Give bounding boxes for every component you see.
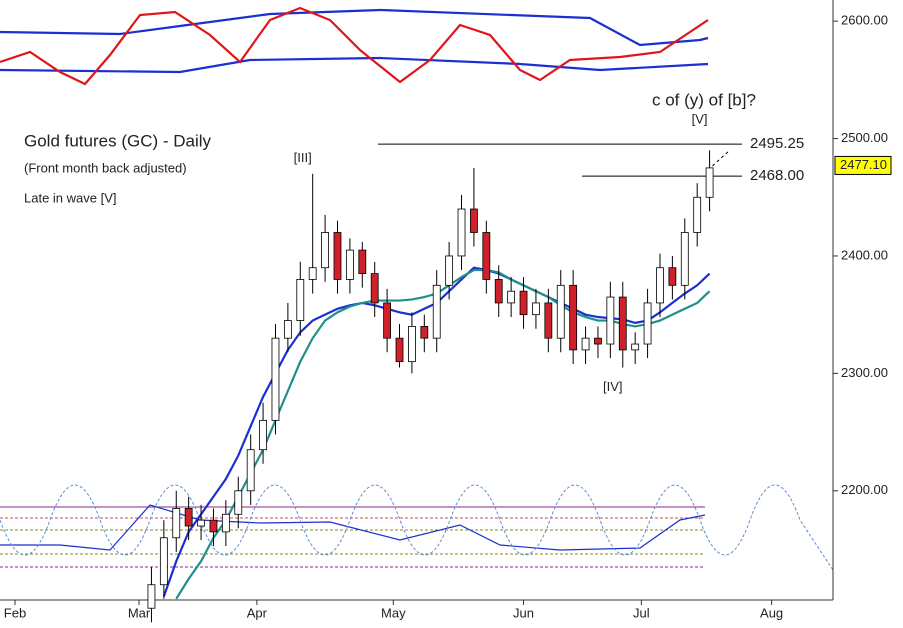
- candle-body: [656, 267, 664, 304]
- candle-body: [159, 537, 168, 586]
- candle-body: [408, 326, 416, 363]
- top-oscillator: [0, 6, 709, 86]
- candle-body: [569, 284, 578, 351]
- candle-body: [234, 490, 243, 515]
- level-label: 2495.25: [750, 135, 804, 152]
- moving-average: [175, 268, 711, 600]
- candle-body: [631, 343, 640, 351]
- candle-body: [482, 232, 491, 280]
- lower-band: [0, 56, 709, 74]
- candle-body: [445, 255, 454, 286]
- candle-body: [581, 337, 590, 351]
- x-tick-label: Apr: [247, 605, 268, 620]
- candle-body: [308, 267, 317, 280]
- x-tick-label: Jul: [633, 605, 650, 620]
- wave-label: [III]: [294, 150, 312, 165]
- candle-body: [147, 584, 156, 609]
- candle-body: [209, 519, 218, 533]
- last-price-box: [834, 155, 892, 175]
- candle-body: [693, 196, 702, 233]
- wave-label: [V]: [692, 112, 708, 127]
- indicator-line: [0, 504, 706, 551]
- cycle-line: [0, 484, 834, 571]
- candle-body: [197, 519, 205, 527]
- x-tick-label: May: [381, 605, 406, 620]
- bottom-indicator: [0, 484, 834, 571]
- wave-label: [IV]: [603, 379, 623, 394]
- candle-body: [246, 449, 255, 492]
- candle-body: [507, 290, 516, 304]
- candle-body: [259, 419, 267, 451]
- candle-body: [680, 232, 689, 286]
- candle-body: [519, 290, 528, 316]
- annotation: Late in wave [V]: [24, 190, 117, 205]
- candle-body: [370, 273, 379, 304]
- chart-title: Gold futures (GC) - Daily: [24, 131, 212, 150]
- projection: [707, 149, 731, 171]
- candle-body: [283, 320, 292, 339]
- candle-body: [494, 279, 503, 304]
- y-tick-label: 2400.00: [841, 247, 888, 262]
- candle-body: [457, 208, 466, 257]
- last-price-label: 2477.10: [840, 157, 887, 172]
- candle-body: [296, 279, 305, 321]
- chart-subtitle: (Front month back adjusted): [24, 160, 187, 175]
- upper-band: [0, 8, 709, 47]
- candle-body: [594, 337, 602, 345]
- candle-body: [358, 249, 367, 274]
- level-label: 2468.00: [750, 167, 804, 184]
- x-tick-label: Aug: [760, 605, 783, 620]
- candle-body: [383, 302, 392, 339]
- candle-body: [532, 302, 540, 316]
- question: c of (y) of [b]?: [652, 90, 756, 109]
- candle-body: [321, 232, 329, 269]
- candle-body: [172, 508, 181, 539]
- candle-body: [395, 337, 404, 363]
- y-tick-label: 2600.00: [841, 13, 888, 28]
- candle-body: [618, 296, 627, 351]
- oscillator-line: [0, 6, 709, 86]
- candle-body: [705, 167, 714, 198]
- candle-body: [556, 284, 565, 339]
- candle-body: [345, 249, 354, 280]
- candle-body: [544, 302, 553, 339]
- candle-body: [184, 508, 193, 527]
- candle-body: [432, 284, 441, 339]
- y-tick-label: 2300.00: [841, 365, 888, 380]
- candle-body: [420, 326, 429, 339]
- candle-body: [271, 337, 280, 421]
- candle-body: [221, 513, 230, 533]
- y-tick-label: 2500.00: [841, 130, 888, 145]
- candle-body: [470, 208, 478, 233]
- y-tick-label: 2200.00: [841, 482, 888, 497]
- candle-body: [333, 232, 342, 280]
- candle-body: [643, 302, 652, 345]
- x-tick-label: Jun: [513, 605, 534, 620]
- candle-body: [606, 296, 615, 345]
- candle-body: [668, 267, 677, 286]
- x-tick-label: Mar: [128, 605, 151, 620]
- x-tick-label: Feb: [4, 605, 26, 620]
